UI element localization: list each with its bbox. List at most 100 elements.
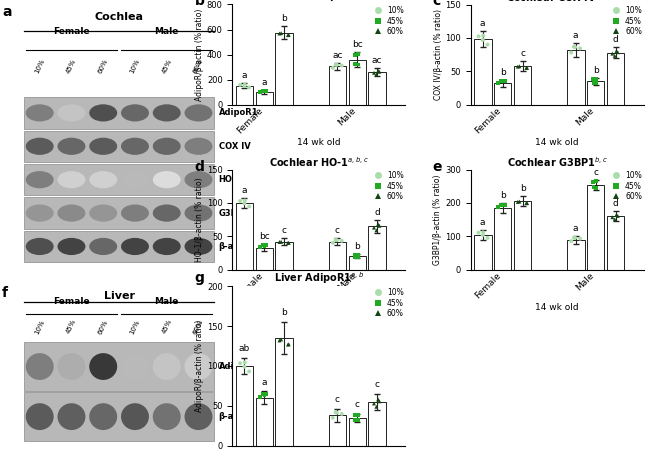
Text: d: d — [613, 35, 618, 44]
Point — [374, 222, 385, 230]
Point — [283, 239, 294, 247]
Text: g: g — [194, 270, 204, 284]
Point — [235, 360, 245, 367]
Ellipse shape — [185, 204, 213, 222]
Text: 45%: 45% — [66, 318, 77, 335]
Point — [478, 32, 488, 39]
Ellipse shape — [89, 138, 117, 155]
Y-axis label: G3BP1/β-actin (% ratio): G3BP1/β-actin (% ratio) — [434, 174, 443, 265]
Point — [592, 177, 602, 184]
Point — [514, 63, 525, 70]
Bar — [255, 248, 273, 270]
Text: d: d — [613, 199, 618, 208]
Text: b: b — [500, 68, 506, 77]
Text: AdipoR1: AdipoR1 — [218, 108, 258, 117]
Point — [328, 414, 338, 422]
Ellipse shape — [121, 353, 149, 380]
Text: f: f — [2, 287, 8, 301]
Point — [240, 197, 250, 204]
Text: 60%: 60% — [98, 318, 109, 335]
Text: COX IV: COX IV — [218, 142, 250, 151]
Ellipse shape — [57, 204, 85, 222]
Bar — [369, 72, 386, 104]
Ellipse shape — [89, 204, 117, 222]
Bar — [255, 398, 273, 446]
Point — [239, 200, 250, 207]
Point — [499, 201, 510, 208]
Ellipse shape — [185, 403, 213, 430]
Point — [328, 64, 338, 72]
Bar — [567, 50, 584, 104]
Ellipse shape — [121, 171, 149, 188]
Bar — [494, 83, 512, 104]
Ellipse shape — [153, 138, 181, 155]
Ellipse shape — [26, 138, 54, 155]
Text: a: a — [573, 224, 578, 233]
Point — [258, 390, 268, 397]
Text: 10%: 10% — [34, 318, 46, 335]
Ellipse shape — [153, 353, 181, 380]
Bar — [474, 39, 491, 104]
Text: c: c — [593, 167, 598, 176]
Point — [521, 64, 532, 72]
Text: 60%: 60% — [192, 58, 205, 74]
Text: a: a — [261, 378, 267, 387]
Point — [244, 368, 254, 375]
Bar — [369, 226, 386, 270]
Point — [330, 409, 341, 416]
Point — [374, 68, 385, 76]
Ellipse shape — [57, 238, 85, 255]
Point — [371, 403, 382, 410]
Point — [473, 33, 484, 40]
Point — [283, 341, 294, 348]
Point — [566, 49, 577, 56]
Text: Female: Female — [53, 297, 90, 306]
Point — [350, 252, 360, 259]
Y-axis label: AdipoR/β-actin (% ratio): AdipoR/β-actin (% ratio) — [195, 8, 204, 101]
Text: d: d — [194, 159, 204, 174]
Ellipse shape — [185, 353, 213, 380]
Point — [611, 211, 621, 218]
Text: b: b — [194, 0, 204, 9]
Bar — [24, 97, 214, 129]
Point — [482, 41, 493, 48]
Text: G3BP1: G3BP1 — [218, 208, 250, 217]
Ellipse shape — [153, 238, 181, 255]
Bar — [276, 338, 293, 446]
Text: e: e — [433, 159, 442, 174]
Bar — [329, 67, 346, 104]
Point — [337, 62, 347, 69]
Point — [610, 216, 620, 223]
Point — [570, 234, 580, 242]
Point — [496, 201, 506, 208]
Point — [498, 78, 508, 85]
Point — [521, 200, 532, 207]
Bar — [276, 242, 293, 270]
Text: b: b — [520, 184, 525, 193]
Title: Cochlear COX IV$^{b,c}$: Cochlear COX IV$^{b,c}$ — [506, 0, 608, 4]
Point — [369, 224, 379, 231]
Text: b: b — [354, 242, 360, 251]
Text: d: d — [374, 207, 380, 216]
Bar — [24, 392, 214, 441]
Bar — [369, 402, 386, 446]
Point — [258, 242, 268, 249]
Point — [337, 237, 347, 244]
Ellipse shape — [26, 171, 54, 188]
Ellipse shape — [153, 204, 181, 222]
Bar — [329, 415, 346, 446]
Point — [332, 409, 342, 416]
Point — [332, 61, 342, 68]
Title: Cochlear HO-1$^{a,b,c}$: Cochlear HO-1$^{a,b,c}$ — [269, 155, 369, 169]
Text: c: c — [335, 395, 340, 404]
Point — [259, 242, 270, 249]
Text: β-actin: β-actin — [218, 412, 252, 421]
Bar — [24, 164, 214, 195]
Point — [607, 50, 618, 57]
Point — [350, 412, 360, 419]
Ellipse shape — [185, 104, 213, 122]
Ellipse shape — [121, 403, 149, 430]
Text: 45%: 45% — [161, 318, 173, 335]
Text: a: a — [480, 217, 486, 226]
Point — [611, 47, 621, 54]
